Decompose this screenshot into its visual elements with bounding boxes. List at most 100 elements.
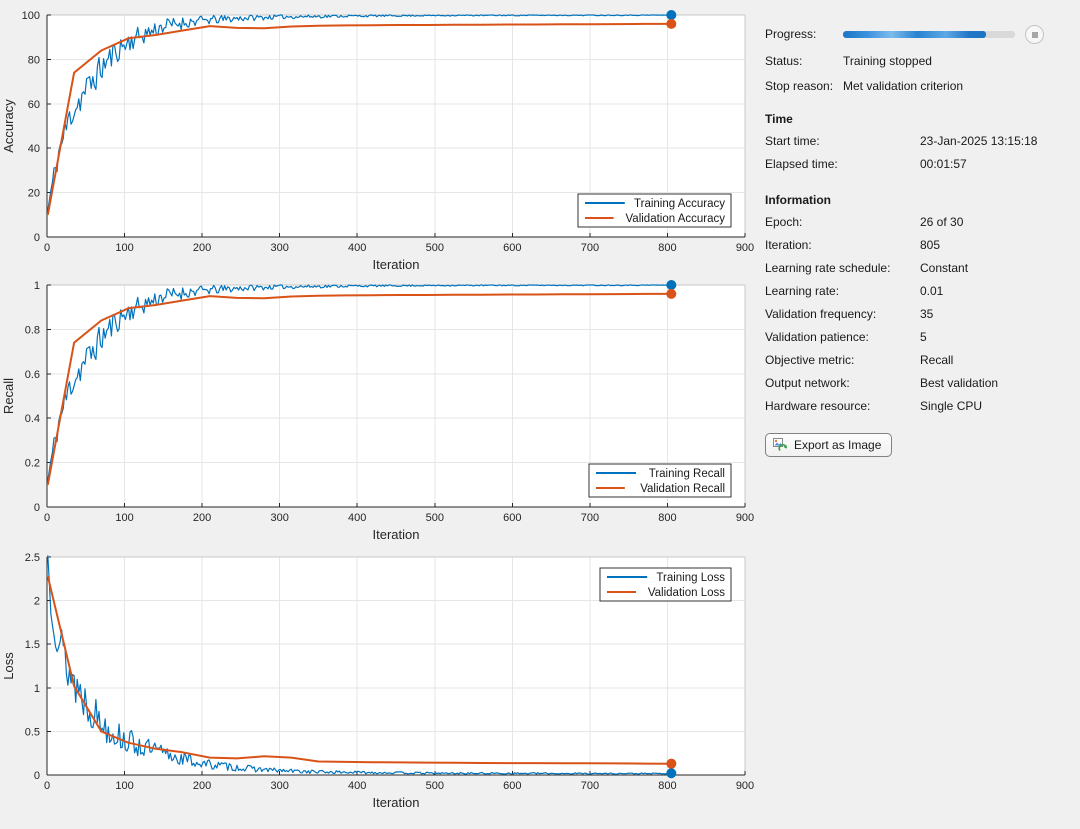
svg-text:1: 1 [34,280,40,292]
svg-text:900: 900 [736,242,754,254]
svg-text:100: 100 [115,512,133,524]
recall-plot: 0 100 200 300 400 500 600 700 800 900 0 0.2 0.4 0.6 0.… [1,280,754,542]
svg-text:Validation Recall: Validation Recall [640,483,725,495]
svg-text:900: 900 [736,512,754,524]
progress-label: Progress: [765,27,817,41]
progress-fill [843,31,986,38]
legend: Training Accuracy Validation Accuracy [577,193,732,228]
validation-frequency-value: 35 [920,307,934,321]
validation-frequency-row: Validation frequency: 35 [765,307,1080,322]
svg-text:0.6: 0.6 [25,369,40,381]
svg-text:Validation Accuracy: Validation Accuracy [625,213,725,225]
status-row: Status: Training stopped [765,54,1080,69]
output-network-label: Output network: [765,376,850,390]
final-value-marker [666,18,677,29]
svg-text:0: 0 [44,780,50,792]
loss-chart: 0 100 200 300 400 500 600 700 800 900 0 0.5 1 1.5 2 2.5… [0,546,755,824]
svg-text:900: 900 [736,780,754,792]
svg-text:1.5: 1.5 [25,639,40,651]
elapsed-time-label: Elapsed time: [765,157,838,171]
stop-button[interactable] [1025,25,1044,44]
svg-text:0.8: 0.8 [25,324,40,336]
svg-text:40: 40 [28,143,40,155]
svg-text:Training Loss: Training Loss [656,572,725,584]
objective-metric-label: Objective metric: [765,353,855,367]
stop-reason-row: Stop reason: Met validation criterion [765,79,1080,94]
learning-rate-label: Learning rate: [765,284,840,298]
loss-plot: 0 100 200 300 400 500 600 700 800 900 0 0.5 1 1.5 2 2.5… [1,552,754,810]
final-value-marker [666,758,677,769]
x-axis-label: Iteration [373,795,420,810]
status-label: Status: [765,54,803,68]
status-value: Training stopped [843,54,932,68]
svg-text:20: 20 [28,188,40,200]
elapsed-time-value: 00:01:57 [920,157,967,171]
learning-rate-row: Learning rate: 0.01 [765,284,1080,299]
iteration-label: Iteration: [765,238,812,252]
progress-bar [843,31,1015,38]
learning-rate-schedule-label: Learning rate schedule: [765,261,891,275]
svg-text:200: 200 [193,512,211,524]
start-time-label: Start time: [765,134,820,148]
stop-reason-value: Met validation criterion [843,79,964,93]
iteration-value: 805 [920,238,941,252]
info-panel: Progress: Status: Training stopped Stop … [755,0,1080,824]
svg-text:600: 600 [503,242,521,254]
final-value-marker [666,768,677,779]
svg-text:300: 300 [270,512,288,524]
start-time-row: Start time: 23-Jan-2025 13:15:18 [765,134,1080,149]
svg-text:800: 800 [658,512,676,524]
legend: Training Loss Validation Loss [599,567,732,602]
svg-text:500: 500 [426,242,444,254]
final-value-marker [666,10,677,20]
svg-text:80: 80 [28,54,40,66]
validation-patience-value: 5 [920,330,927,344]
hardware-resource-value: Single CPU [920,399,983,413]
learning-rate-schedule-value: Constant [920,261,969,275]
svg-text:0: 0 [44,512,50,524]
svg-text:400: 400 [348,242,366,254]
y-axis-label: Recall [1,378,16,414]
svg-text:0.5: 0.5 [25,726,40,738]
learning-rate-value: 0.01 [920,284,944,298]
hardware-resource-label: Hardware resource: [765,399,871,413]
svg-text:800: 800 [658,780,676,792]
information-section-header: Information [765,193,831,207]
epoch-row: Epoch: 26 of 30 [765,215,1080,230]
svg-text:0: 0 [34,770,40,782]
x-axis-label: Iteration [373,257,420,272]
svg-text:0: 0 [44,242,50,254]
svg-text:700: 700 [581,242,599,254]
iteration-row: Iteration: 805 [765,238,1080,253]
svg-text:400: 400 [348,512,366,524]
final-value-marker [666,280,677,290]
svg-text:100: 100 [22,10,40,22]
svg-text:0.2: 0.2 [25,458,40,470]
svg-text:600: 600 [503,780,521,792]
validation-patience-row: Validation patience: 5 [765,330,1080,345]
svg-text:400: 400 [348,780,366,792]
svg-text:Validation Loss: Validation Loss [648,587,725,599]
objective-metric-value: Recall [920,353,954,367]
output-network-row: Output network: Best validation [765,376,1080,391]
epoch-label: Epoch: [765,215,803,229]
svg-text:200: 200 [193,242,211,254]
svg-text:100: 100 [115,780,133,792]
stop-icon [1031,31,1038,38]
export-button-label: Export as Image [794,438,882,452]
learning-rate-schedule-row: Learning rate schedule: Constant [765,261,1080,276]
y-axis-label: Loss [1,652,16,680]
objective-metric-row: Objective metric: Recall [765,353,1080,368]
svg-text:300: 300 [270,780,288,792]
export-as-image-button[interactable]: Export as Image [765,433,893,457]
plots-area: 0 100 200 300 400 500 600 700 800 900 0 20 40 60 80 100… [0,0,755,824]
validation-frequency-label: Validation frequency: [765,307,877,321]
svg-text:1: 1 [34,683,40,695]
svg-text:0: 0 [34,502,40,514]
validation-patience-label: Validation patience: [765,330,869,344]
accuracy-chart: 0 100 200 300 400 500 600 700 800 900 0 20 40 60 80 100… [0,0,755,276]
recall-chart: 0 100 200 300 400 500 600 700 800 900 0 0.2 0.4 0.6 0.… [0,276,755,546]
svg-text:200: 200 [193,780,211,792]
accuracy-plot: 0 100 200 300 400 500 600 700 800 900 0 20 40 60 80 100… [1,10,754,272]
svg-text:Training Accuracy: Training Accuracy [634,198,725,210]
